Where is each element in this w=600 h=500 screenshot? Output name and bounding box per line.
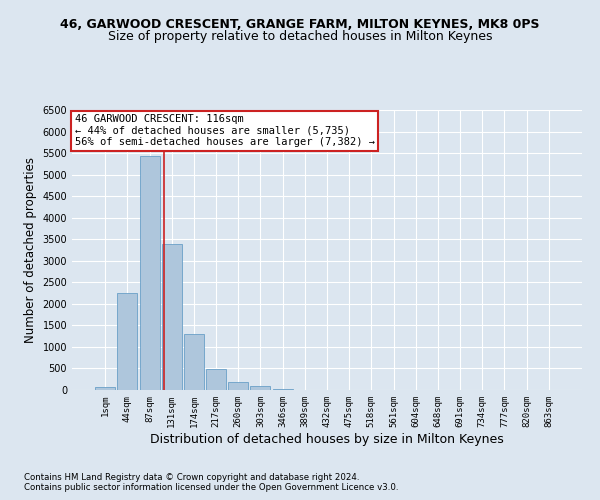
- Bar: [162, 244, 182, 390]
- Bar: [184, 334, 204, 390]
- Bar: [118, 292, 137, 390]
- Bar: [228, 382, 248, 390]
- Bar: [95, 386, 115, 390]
- Text: Size of property relative to detached houses in Milton Keynes: Size of property relative to detached ho…: [108, 30, 492, 43]
- X-axis label: Distribution of detached houses by size in Milton Keynes: Distribution of detached houses by size …: [150, 432, 504, 446]
- Text: Contains public sector information licensed under the Open Government Licence v3: Contains public sector information licen…: [24, 483, 398, 492]
- Text: 46 GARWOOD CRESCENT: 116sqm
← 44% of detached houses are smaller (5,735)
56% of : 46 GARWOOD CRESCENT: 116sqm ← 44% of det…: [74, 114, 374, 148]
- Text: Contains HM Land Registry data © Crown copyright and database right 2024.: Contains HM Land Registry data © Crown c…: [24, 473, 359, 482]
- Bar: [250, 386, 271, 390]
- Text: 46, GARWOOD CRESCENT, GRANGE FARM, MILTON KEYNES, MK8 0PS: 46, GARWOOD CRESCENT, GRANGE FARM, MILTO…: [60, 18, 540, 30]
- Y-axis label: Number of detached properties: Number of detached properties: [24, 157, 37, 343]
- Bar: [140, 156, 160, 390]
- Bar: [272, 388, 293, 390]
- Bar: [206, 369, 226, 390]
